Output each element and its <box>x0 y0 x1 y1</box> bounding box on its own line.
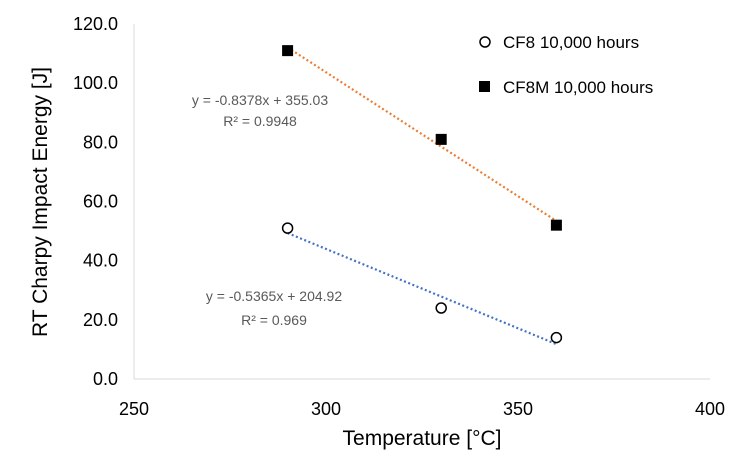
data-markers <box>281 45 563 344</box>
x-tick-label: 400 <box>695 399 725 419</box>
x-tick-label: 350 <box>503 399 533 419</box>
y-tick-label: 80.0 <box>83 132 118 152</box>
y-tick-label: 20.0 <box>83 310 118 330</box>
cf8m-point <box>435 133 447 145</box>
y-axis-ticks: 0.0 20.0 40.0 60.0 80.0 100.0 120.0 <box>73 14 118 389</box>
y-tick-label: 100.0 <box>73 73 118 93</box>
legend: CF8 10,000 hours CF8M 10,000 hours <box>479 33 653 97</box>
y-tick-label: 120.0 <box>73 14 118 34</box>
legend-cf8m-label: CF8M 10,000 hours <box>503 78 653 97</box>
x-tick-label: 300 <box>311 399 341 419</box>
cf8m-point <box>282 45 294 57</box>
legend-cf8m-marker <box>479 81 490 92</box>
y-tick-label: 40.0 <box>83 251 118 271</box>
cf8m-trendline <box>287 46 557 222</box>
legend-cf8-label: CF8 10,000 hours <box>503 33 639 52</box>
x-tick-label: 250 <box>119 399 149 419</box>
cf8m-trend-r2: R² = 0.9948 <box>223 113 297 129</box>
cf8m-trend-equation: y = -0.8378x + 355.03 <box>192 92 328 108</box>
y-tick-label: 60.0 <box>83 192 118 212</box>
y-tick-label: 0.0 <box>93 369 118 389</box>
x-axis-ticks: 250 300 350 400 <box>119 399 725 419</box>
cf8-trendline <box>287 232 557 346</box>
cf8-point <box>435 302 447 314</box>
cf8-point <box>281 222 294 234</box>
cf8-point <box>550 331 563 344</box>
plot-frame <box>133 24 710 380</box>
cf8-trend-equation: y = -0.5365x + 204.92 <box>206 288 342 304</box>
cf8m-point <box>550 219 562 231</box>
legend-cf8-marker <box>479 36 491 48</box>
y-axis-title: RT Charpy Impact Energy [J] <box>29 67 52 337</box>
trendlines <box>287 46 557 346</box>
cf8-trend-r2: R² = 0.969 <box>241 312 307 328</box>
x-axis-title: Temperature [°C] <box>343 427 502 450</box>
